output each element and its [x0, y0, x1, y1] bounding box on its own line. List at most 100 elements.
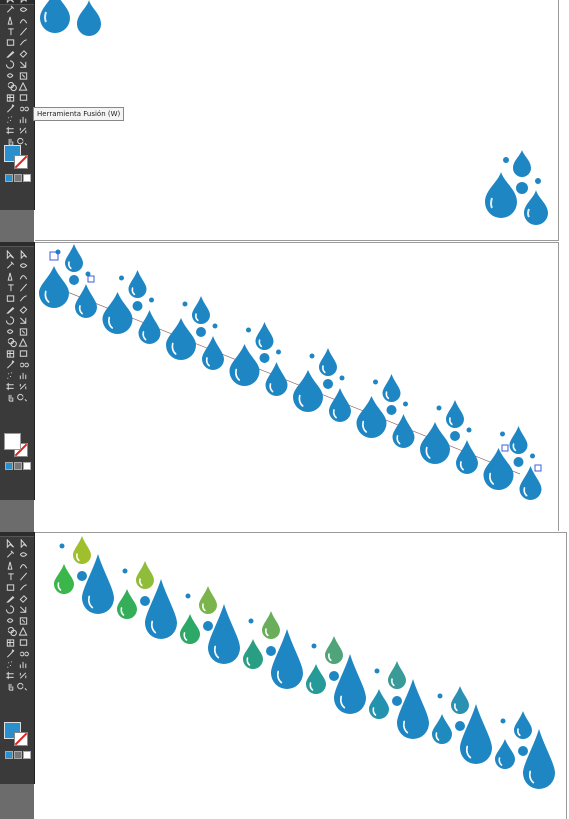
curvature-icon[interactable]	[17, 272, 30, 282]
water-drop-dot[interactable]	[530, 453, 535, 459]
water-drop-dot[interactable]	[516, 182, 528, 194]
mesh-tool-icon[interactable]	[4, 349, 17, 359]
water-drop-dot[interactable]	[259, 353, 270, 363]
mesh-tool-icon[interactable]	[4, 93, 17, 103]
slice-tool-icon[interactable]	[17, 382, 30, 392]
rotate-tool-icon[interactable]	[4, 605, 17, 615]
lasso-icon[interactable]	[17, 550, 30, 560]
free-transform-icon[interactable]	[17, 71, 30, 81]
water-drop[interactable]	[319, 348, 337, 376]
symbol-sprayer-icon[interactable]	[4, 660, 17, 670]
selection-anchor[interactable]	[501, 444, 509, 452]
water-drop-dot[interactable]	[246, 327, 251, 333]
stroke-color-swatch[interactable]	[14, 732, 28, 746]
water-drop[interactable]	[265, 362, 288, 396]
free-transform-icon[interactable]	[17, 616, 30, 626]
water-drop[interactable]	[514, 711, 532, 739]
pencil-tool-icon[interactable]	[4, 594, 17, 604]
direct-selection-tool-icon[interactable]	[17, 250, 30, 260]
water-drop-dot[interactable]	[329, 671, 339, 681]
water-drop-dot[interactable]	[122, 568, 128, 574]
eraser-tool-icon[interactable]	[17, 594, 30, 604]
water-drop-dot[interactable]	[518, 746, 528, 756]
gradient-mode-button[interactable]	[14, 462, 22, 470]
water-drop-dot[interactable]	[85, 271, 91, 277]
water-drop[interactable]	[82, 554, 114, 614]
water-drop[interactable]	[325, 636, 343, 664]
zoom-tool-icon[interactable]	[17, 393, 30, 403]
pen-tool-icon[interactable]	[4, 16, 17, 26]
selection-tool-icon[interactable]	[4, 539, 17, 549]
symbol-sprayer-icon[interactable]	[4, 115, 17, 125]
water-drop[interactable]	[255, 322, 274, 350]
water-drop[interactable]	[39, 266, 69, 308]
water-drop[interactable]	[262, 611, 280, 639]
pencil-tool-icon[interactable]	[4, 49, 17, 59]
gradient-tool-icon[interactable]	[17, 638, 30, 648]
water-drop[interactable]	[166, 318, 196, 360]
line-tool-icon[interactable]	[17, 27, 30, 37]
water-drop[interactable]	[382, 374, 401, 402]
water-drop[interactable]	[392, 414, 415, 448]
brush-tool-icon[interactable]	[17, 38, 30, 48]
eyedropper-icon[interactable]	[4, 104, 17, 114]
water-drop-dot[interactable]	[403, 401, 408, 407]
selection-tool-icon[interactable]	[4, 250, 17, 260]
scale-tool-icon[interactable]	[17, 316, 30, 326]
perspective-icon[interactable]	[17, 82, 30, 92]
selection-anchor[interactable]	[87, 275, 95, 283]
water-drop[interactable]	[420, 422, 450, 464]
water-drop[interactable]	[138, 310, 161, 344]
water-drop[interactable]	[136, 561, 154, 590]
shape-builder-icon[interactable]	[4, 627, 17, 637]
water-drop[interactable]	[509, 426, 528, 454]
artboard-tool-icon[interactable]	[4, 382, 17, 392]
water-drop[interactable]	[432, 714, 452, 744]
eraser-tool-icon[interactable]	[17, 305, 30, 315]
shape-builder-icon[interactable]	[4, 338, 17, 348]
warp-tool-icon[interactable]	[4, 71, 17, 81]
rectangle-tool-icon[interactable]	[4, 294, 17, 304]
water-drop[interactable]	[446, 400, 464, 428]
panel-grip[interactable]	[0, 0, 34, 5]
symbol-sprayer-icon[interactable]	[4, 371, 17, 381]
water-drop-dot[interactable]	[535, 178, 541, 184]
water-drop[interactable]	[102, 292, 133, 334]
magic-wand-icon[interactable]	[4, 261, 17, 271]
blend-tool-icon[interactable]	[17, 649, 30, 659]
water-drop-dot[interactable]	[77, 571, 87, 581]
eraser-tool-icon[interactable]	[17, 49, 30, 59]
artboard-tool-icon[interactable]	[4, 126, 17, 136]
water-drop[interactable]	[73, 536, 91, 564]
warp-tool-icon[interactable]	[4, 327, 17, 337]
water-drop[interactable]	[54, 564, 74, 594]
perspective-icon[interactable]	[17, 338, 30, 348]
slice-tool-icon[interactable]	[17, 671, 30, 681]
gradient-tool-icon[interactable]	[17, 93, 30, 103]
artboard[interactable]	[35, 242, 559, 531]
water-drop-dot[interactable]	[203, 621, 213, 631]
water-drop-dot[interactable]	[309, 353, 315, 359]
water-drop-dot[interactable]	[276, 349, 281, 355]
water-drop[interactable]	[180, 614, 200, 644]
rotate-tool-icon[interactable]	[4, 316, 17, 326]
water-drop-dot[interactable]	[450, 431, 460, 441]
water-drop-dot[interactable]	[59, 543, 65, 549]
water-drop-dot[interactable]	[455, 721, 465, 731]
gradient-mode-button[interactable]	[14, 751, 22, 759]
water-drop-dot[interactable]	[323, 379, 333, 389]
water-drop-dot[interactable]	[212, 323, 218, 329]
curvature-icon[interactable]	[17, 561, 30, 571]
water-drop[interactable]	[397, 679, 429, 739]
none-mode-button[interactable]	[23, 751, 31, 759]
water-drop[interactable]	[495, 739, 515, 769]
selection-tool-icon[interactable]	[4, 0, 17, 4]
rectangle-tool-icon[interactable]	[4, 38, 17, 48]
water-drop-dot[interactable]	[196, 327, 206, 337]
line-tool-icon[interactable]	[17, 572, 30, 582]
pen-tool-icon[interactable]	[4, 272, 17, 282]
stroke-color-swatch[interactable]	[14, 155, 28, 169]
graph-tool-icon[interactable]	[17, 371, 30, 381]
water-drop[interactable]	[65, 244, 83, 272]
water-drop[interactable]	[128, 270, 147, 298]
